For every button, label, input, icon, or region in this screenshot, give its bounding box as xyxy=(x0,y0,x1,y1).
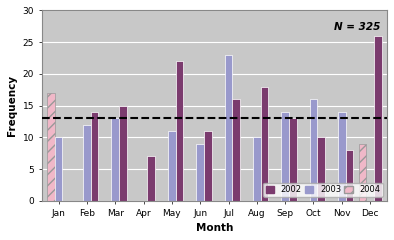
Bar xyxy=(261,87,268,201)
Text: N = 325: N = 325 xyxy=(334,22,380,32)
Bar xyxy=(91,112,98,201)
Bar xyxy=(196,144,204,201)
Bar xyxy=(47,93,55,201)
Bar xyxy=(253,137,261,201)
Bar xyxy=(55,137,62,201)
Bar xyxy=(83,125,91,201)
Bar xyxy=(374,36,381,201)
Bar xyxy=(232,99,240,201)
Bar xyxy=(317,137,325,201)
Bar xyxy=(281,112,289,201)
Bar xyxy=(204,131,212,201)
X-axis label: Month: Month xyxy=(196,223,233,233)
Bar xyxy=(359,144,366,201)
Bar xyxy=(225,55,232,201)
Bar xyxy=(346,150,353,201)
Bar xyxy=(168,131,176,201)
Y-axis label: Frequency: Frequency xyxy=(7,75,17,136)
Bar xyxy=(310,99,317,201)
Bar xyxy=(147,156,155,201)
Bar xyxy=(176,61,183,201)
Bar xyxy=(112,118,119,201)
Legend: 2002, 2003, 2004: 2002, 2003, 2004 xyxy=(263,183,383,197)
Bar xyxy=(338,112,346,201)
Bar xyxy=(289,118,297,201)
Bar xyxy=(119,106,127,201)
